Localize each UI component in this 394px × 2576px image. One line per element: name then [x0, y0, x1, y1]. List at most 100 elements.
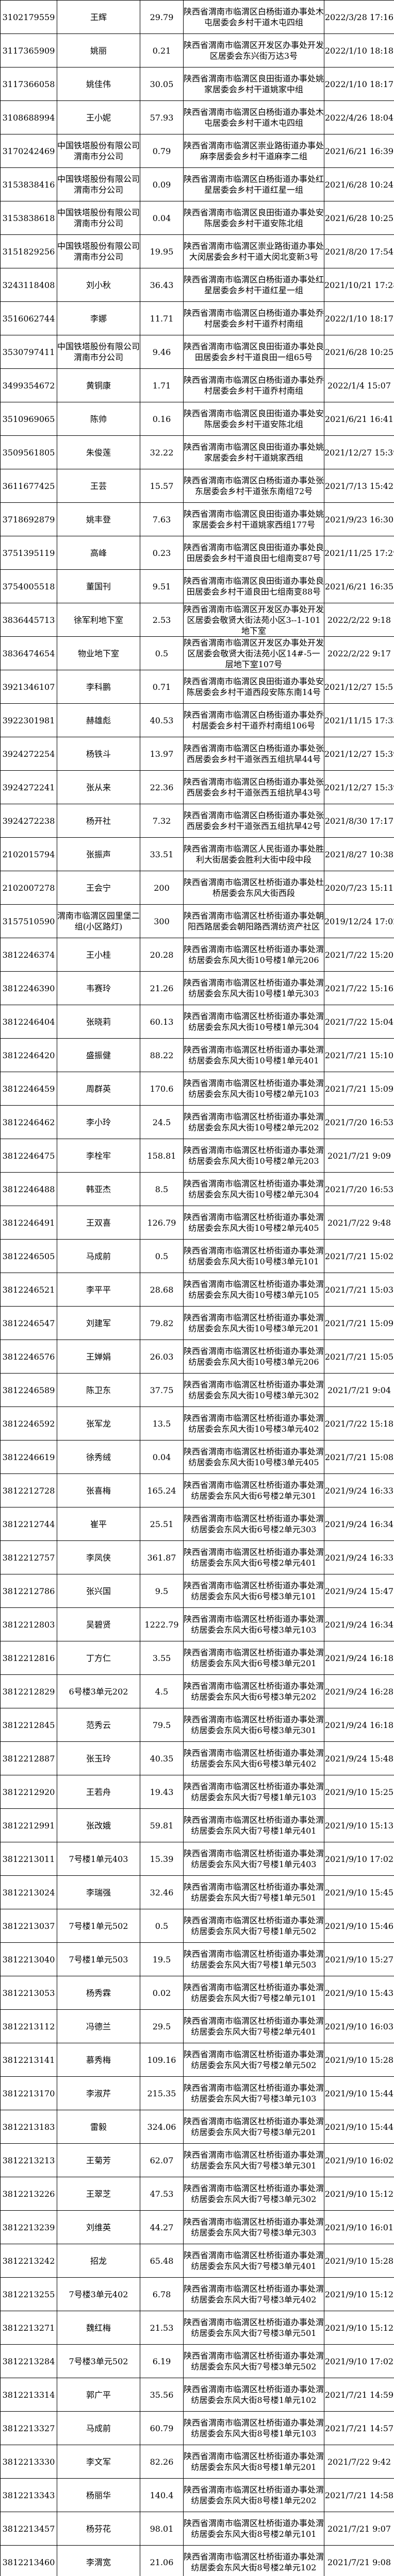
- account-id-cell: 3812246505: [0, 1239, 57, 1273]
- table-row: 3812246491 王双喜 126.79 陕西省渭南市临渭区杜桥街道办事处渭纺…: [0, 1206, 394, 1240]
- account-id-cell: 3243118408: [0, 268, 57, 302]
- amount-cell: 6.78: [140, 2277, 184, 2311]
- amount-cell: 9.51: [140, 569, 184, 603]
- account-id-cell: 3812212920: [0, 1775, 57, 1809]
- customer-name-cell: 王会宁: [57, 871, 140, 905]
- table-row: 3924272238 杨开社 7.32 陕西省渭南市临渭区白杨街道办事处张西居委…: [0, 804, 394, 838]
- address-cell: 陕西省渭南市临渭区杜桥街道办事处渭纺居委会东风大街7号楼3单元502: [183, 2344, 324, 2378]
- address-cell: 陕西省渭南市临渭区杜桥街道办事处渭纺居委会东风大街10号楼2单元202: [183, 1105, 324, 1139]
- datetime-cell: 2021/9/10 15:44: [324, 2110, 394, 2144]
- account-id-cell: 3812212816: [0, 1641, 57, 1675]
- table-row: 3812246459 周群英 170.6 陕西省渭南市临渭区杜桥街道办事处渭纺居…: [0, 1072, 394, 1106]
- account-id-cell: 3812213141: [0, 2043, 57, 2077]
- address-cell: 陕西省渭南市临渭区良田街道办事处姚家居委会乡村干道姚家西组177号: [183, 502, 324, 536]
- address-cell: 陕西省渭南市临渭区杜桥街道办事处渭纺居委会东风大街10号楼3单元206: [183, 1340, 324, 1374]
- amount-cell: 98.01: [140, 2512, 184, 2546]
- account-id-cell: 3812246475: [0, 1139, 57, 1173]
- amount-cell: 109.16: [140, 2043, 184, 2077]
- table-row: 3836445713 徐军利地下室 2.53 陕西省渭南市临渭区开发区办事处开发…: [0, 603, 394, 637]
- table-row: 3499354672 黄铜康 1.71 陕西省渭南市临渭区白杨街道办事处乔村居委…: [0, 368, 394, 402]
- datetime-cell: 2021/9/10 16:01: [324, 2210, 394, 2244]
- datetime-cell: 2021/7/21 15:03: [324, 1273, 394, 1307]
- datetime-cell: 2021/8/20 17:54: [324, 234, 394, 268]
- account-id-cell: 3812212829: [0, 1674, 57, 1708]
- address-cell: 陕西省渭南市临渭区杜桥街道办事处渭纺居委会东风大街7号楼3单元302: [183, 2177, 324, 2211]
- customer-name-cell: 徐秀绒: [57, 1440, 140, 1474]
- amount-cell: 8.5: [140, 1172, 184, 1206]
- address-cell: 陕西省渭南市临渭区杜桥街道办事处渭纺居委会东风大街8号楼2单元102: [183, 2545, 324, 2576]
- datetime-cell: 2021/6/28 10:24: [324, 167, 394, 201]
- address-cell: 陕西省渭南市临渭区杜桥街道办事处渭纺居委会东风大街7号楼3单元103: [183, 2076, 324, 2110]
- account-id-cell: 3812246589: [0, 1373, 57, 1407]
- customer-name-cell: 李淑芹: [57, 2076, 140, 2110]
- table-row: 3153838416 中国铁塔股份有限公司渭南市分公司 0.09 陕西省渭南市临…: [0, 167, 394, 201]
- amount-cell: 11.71: [140, 301, 184, 335]
- amount-cell: 82.26: [140, 2445, 184, 2479]
- address-cell: 陕西省渭南市临渭区杜桥街道办事处渭纺居委会东风大街7号楼1单元501: [183, 1875, 324, 1909]
- datetime-cell: 2021/7/21 9:08: [324, 2545, 394, 2576]
- table-row: 3170242469 中国铁塔股份有限公司渭南市分公司 0.79 陕西省渭南市临…: [0, 134, 394, 168]
- customer-name-cell: 中国铁塔股份有限公司渭南市分公司: [57, 134, 140, 168]
- amount-cell: 79.5: [140, 1708, 184, 1742]
- address-cell: 陕西省渭南市临渭区白杨街道办事处红星居委会乡村干道红星一组: [183, 167, 324, 201]
- customer-name-cell: 马成前: [57, 1239, 140, 1273]
- datetime-cell: 2021/9/24 16:18: [324, 1708, 394, 1742]
- address-cell: 陕西省渭南市临渭区崇业路街道办事处麻李居委会乡村干道麻李二组: [183, 134, 324, 168]
- table-row: 3922301981 赫雄彪 40.53 陕西省渭南市临渭区白杨街道办事处乔村居…: [0, 703, 394, 737]
- customer-name-cell: 6号楼3单元202: [57, 1674, 140, 1708]
- address-cell: 陕西省渭南市临渭区白杨街道办事处张东居委会乡村干道张东南组72号: [183, 469, 324, 503]
- address-cell: 陕西省渭南市临渭区杜桥街道办事处渭纺居委会东风大街7号楼2单元101: [183, 1976, 324, 2010]
- table-row: 3812213213 王菊芳 62.07 陕西省渭南市临渭区杜桥街道办事处渭纺居…: [0, 2143, 394, 2177]
- address-cell: 陕西省渭南市临渭区杜桥街道办事处渭纺居委会东风大街10号楼2单元304: [183, 1172, 324, 1206]
- table-row: 3812213314 郭广平 35.56 陕西省渭南市临渭区杜桥街道办事处渭纺居…: [0, 2378, 394, 2412]
- table-row: 3812246374 王小桂 20.28 陕西省渭南市临渭区杜桥街道办事处渭纺居…: [0, 938, 394, 972]
- address-cell: 陕西省渭南市临渭区杜桥街道办事处渭纺居委会东风大街10号楼2单元405: [183, 1206, 324, 1240]
- amount-cell: 19.5: [140, 1942, 184, 1976]
- datetime-cell: 2021/9/10 15:12: [324, 2311, 394, 2345]
- customer-name-cell: 慕秀梅: [57, 2043, 140, 2077]
- customer-name-cell: 7号楼1单元502: [57, 1909, 140, 1943]
- customer-name-cell: 中国铁塔股份有限公司渭南市分公司: [57, 167, 140, 201]
- account-id-cell: 3170242469: [0, 134, 57, 168]
- datetime-cell: 2021/9/24 15:47: [324, 1574, 394, 1608]
- customer-name-cell: 7号楼1单元503: [57, 1942, 140, 1976]
- address-cell: 陕西省渭南市临渭区杜桥街道办事处渭纺居委会东风大街6号楼3单元101: [183, 1574, 324, 1608]
- customer-name-cell: 张玉玲: [57, 1741, 140, 1775]
- account-id-cell: 3812246459: [0, 1072, 57, 1106]
- account-id-cell: 3157510590: [0, 904, 57, 938]
- address-cell: 陕西省渭南市临渭区杜桥街道办事处渭纺居委会东风大街8号楼1单元201: [183, 2445, 324, 2479]
- address-cell: 陕西省渭南市临渭区杜桥街道办事处渭纺居委会东风大街7号楼3单元501: [183, 2311, 324, 2345]
- account-id-cell: 3499354672: [0, 368, 57, 402]
- table-row: 3812213024 李瑞强 32.46 陕西省渭南市临渭区杜桥街道办事处渭纺居…: [0, 1875, 394, 1909]
- table-row: 3812246592 张军龙 13.5 陕西省渭南市临渭区杜桥街道办事处渭纺居委…: [0, 1406, 394, 1440]
- amount-cell: 0.16: [140, 402, 184, 436]
- datetime-cell: 2021/7/21 14:59: [324, 2378, 394, 2412]
- account-id-cell: 3530797411: [0, 335, 57, 369]
- amount-cell: 20.28: [140, 938, 184, 972]
- datetime-cell: 2021/9/10 15:28: [324, 2043, 394, 2077]
- address-cell: 陕西省渭南市临渭区白杨街道办事处张西居委会乡村干道张西五组抗旱42号: [183, 804, 324, 838]
- customer-name-cell: 中国铁塔股份有限公司渭南市分公司: [57, 201, 140, 235]
- account-id-cell: 3812212786: [0, 1574, 57, 1608]
- account-id-cell: 3812213284: [0, 2344, 57, 2378]
- account-id-cell: 3812213037: [0, 1909, 57, 1943]
- table-row: 3812213343 杨丽华 140.4 陕西省渭南市临渭区杜桥街道办事处渭纺居…: [0, 2478, 394, 2512]
- address-cell: 陕西省渭南市临渭区杜桥街道办事处渭纺居委会东风大街10号楼2单元103: [183, 1072, 324, 1106]
- address-cell: 陕西省渭南市临渭区杜桥街道办事处渭纺居委会东风大街7号楼3单元402: [183, 2277, 324, 2311]
- datetime-cell: 2021/7/20 16:53: [324, 1105, 394, 1139]
- customer-name-cell: 韦赛玲: [57, 971, 140, 1005]
- customer-name-cell: 刘维英: [57, 2210, 140, 2244]
- customer-name-cell: 周群英: [57, 1072, 140, 1106]
- table-row: 3812213011 7号楼1单元403 15.39 陕西省渭南市临渭区杜桥街道…: [0, 1842, 394, 1876]
- table-row: 3812212728 张喜梅 165.24 陕西省渭南市临渭区杜桥街道办事处渭纺…: [0, 1473, 394, 1507]
- amount-cell: 0.5: [140, 1239, 184, 1273]
- datetime-cell: 2021/7/22 15:20: [324, 938, 394, 972]
- table-row: 3812246488 韩亚杰 8.5 陕西省渭南市临渭区杜桥街道办事处渭纺居委会…: [0, 1172, 394, 1206]
- account-id-cell: 2102007278: [0, 871, 57, 905]
- datetime-cell: 2021/7/21 15:08: [324, 1440, 394, 1474]
- account-id-cell: 3812246619: [0, 1440, 57, 1474]
- datetime-cell: 2021/12/27 15:39: [324, 737, 394, 771]
- datetime-cell: 2021/9/24 16:33: [324, 1473, 394, 1507]
- customer-name-cell: 黄铜康: [57, 368, 140, 402]
- address-cell: 陕西省渭南市临渭区开发区办事处开发区居委会敬贤大街法苑小区14#-5一层地下室1…: [183, 636, 324, 670]
